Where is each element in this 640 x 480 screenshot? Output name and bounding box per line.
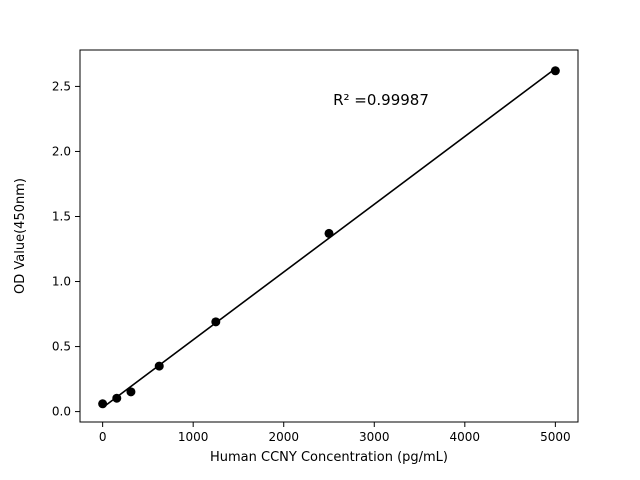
y-tick-label: 2.5 <box>52 79 71 93</box>
x-axis-label: Human CCNY Concentration (pg/mL) <box>210 450 448 465</box>
x-tick-label: 2000 <box>268 430 299 444</box>
y-axis-label: OD Value(450nm) <box>13 178 28 294</box>
y-tick-label: 0.5 <box>52 340 71 354</box>
x-tick-label: 3000 <box>359 430 390 444</box>
data-point <box>126 387 136 397</box>
x-tick-label: 0 <box>99 430 107 444</box>
fit-line <box>102 68 556 409</box>
data-point <box>98 399 108 409</box>
data-point <box>550 66 560 76</box>
y-tick-label: 1.0 <box>52 275 71 289</box>
data-point <box>154 361 164 371</box>
y-tick-label: 0.0 <box>52 405 71 419</box>
plot-frame <box>79 49 579 423</box>
y-tick-label: 1.5 <box>52 209 71 223</box>
x-tick-label: 1000 <box>178 430 209 444</box>
plot-area: 0 1000 2000 3000 4000 5000 0.0 0.5 1.0 1.5 2.0 2.5 <box>52 49 579 444</box>
y-tick-label: 2.0 <box>52 144 71 158</box>
x-tick-label: 4000 <box>450 430 481 444</box>
data-point <box>211 317 221 327</box>
data-point <box>112 393 122 403</box>
x-tick-label: 5000 <box>540 430 571 444</box>
data-point <box>324 228 334 238</box>
r-squared-annotation: R² =0.99987 <box>333 91 429 109</box>
